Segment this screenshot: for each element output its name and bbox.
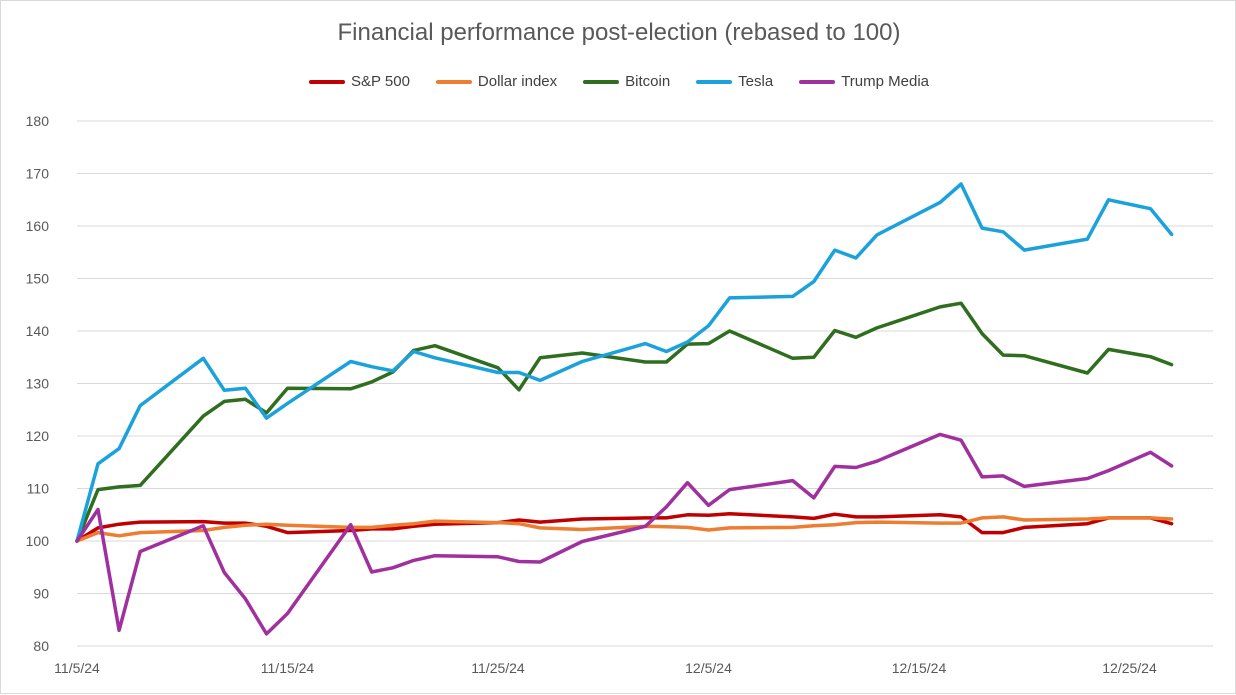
legend-swatch — [308, 79, 345, 84]
x-tick-label: 11/5/24 — [54, 660, 100, 676]
legend-item-dollar-index: Dollar index — [435, 73, 558, 90]
legend-item-s-p-500: S&P 500 — [308, 73, 410, 90]
y-tick-label: 120 — [26, 428, 50, 444]
legend-swatch — [435, 79, 472, 84]
legend-swatch — [799, 79, 836, 84]
y-tick-label: 160 — [26, 218, 50, 234]
x-tick-label: 12/15/24 — [892, 660, 947, 676]
legend-label: Trump Media — [841, 73, 930, 90]
legend-label: S&P 500 — [350, 73, 410, 90]
legend: S&P 500 Dollar index Bitcoin Tesla Trump Med… — [1, 73, 1236, 90]
series-line-s-p-500 — [75, 511, 1174, 543]
y-tick-label: 170 — [26, 166, 50, 182]
y-tick-label: 80 — [33, 638, 49, 654]
series-line-dollar-index — [75, 515, 1174, 543]
y-tick-label: 100 — [26, 533, 50, 549]
legend-item-trump-media: Trump Media — [799, 73, 929, 90]
legend-swatch — [696, 79, 733, 84]
series-line-bitcoin — [75, 301, 1174, 543]
legend-label: Tesla — [738, 73, 774, 90]
legend-item-bitcoin: Bitcoin — [583, 73, 670, 90]
legend-swatch — [583, 79, 620, 84]
chart-title: Financial performance post-election (reb… — [337, 19, 901, 46]
y-tick-label: 130 — [26, 376, 50, 392]
y-tick-label: 110 — [27, 481, 50, 497]
y-tick-label: 140 — [26, 323, 50, 339]
y-tick-label: 90 — [33, 586, 49, 602]
x-tick-label: 12/5/24 — [685, 660, 732, 676]
series-line-tesla — [75, 182, 1174, 543]
series-line-trump-media — [75, 432, 1174, 636]
legend-label: Bitcoin — [625, 73, 671, 90]
x-tick-label: 11/15/24 — [261, 660, 315, 676]
x-tick-label: 12/25/24 — [1102, 660, 1157, 676]
legend-item-tesla: Tesla — [696, 73, 773, 90]
legend-label: Dollar index — [477, 73, 558, 90]
y-tick-label: 180 — [26, 113, 50, 129]
y-tick-label: 150 — [26, 271, 50, 287]
x-tick-label: 11/25/24 — [471, 660, 525, 676]
